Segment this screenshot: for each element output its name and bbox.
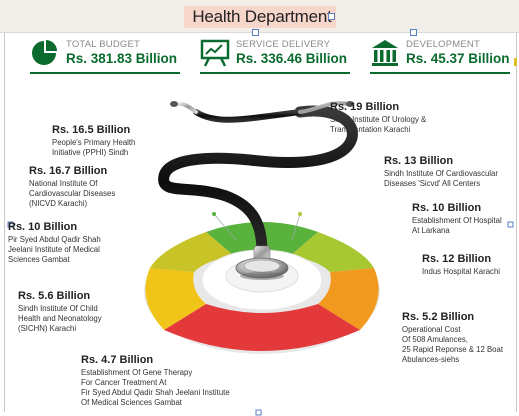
allocation-desc: People's Primary Health Initiative (PPHI… xyxy=(52,138,136,157)
allocation-indus: Rs. 12 Billion Indus Hospital Karachi xyxy=(422,253,514,277)
ring-segment-lime xyxy=(290,232,374,272)
allocation-urology: Rs. 19 Billion Sindh Institute Of Urolog… xyxy=(330,101,480,135)
allocation-amount: Rs. 19 Billion xyxy=(330,101,400,113)
kpi-underline xyxy=(30,72,180,74)
allocation-amount: Rs. 5.2 Billion xyxy=(402,311,475,323)
pie-chart-icon xyxy=(32,40,57,65)
allocation-amount: Rs. 16.7 Billion xyxy=(29,165,108,177)
allocation-amount: Rs. 12 Billion xyxy=(422,253,492,265)
allocation-amount: Rs. 10 Billion xyxy=(8,221,78,233)
ring-segment-orange xyxy=(318,268,379,330)
government-building-icon xyxy=(372,40,398,66)
allocation-amount: Rs. 5.6 Billion xyxy=(18,290,91,302)
allocation-amount: Rs. 13 Billion xyxy=(384,155,454,167)
allocation-amount: Rs. 16.5 Billion xyxy=(52,124,131,136)
resize-handle-icon[interactable] xyxy=(328,13,335,20)
kpi-value: Rs. 336.46 Billion xyxy=(236,51,348,66)
allocation-desc: Establishment Of Gene Therapy For Cancer… xyxy=(81,368,230,407)
ring-segment-red xyxy=(164,304,360,351)
kpi-label: DEVELOPMENT xyxy=(406,39,480,50)
page-title[interactable]: Health Department xyxy=(192,7,332,26)
resize-handle-icon[interactable] xyxy=(410,29,417,36)
page-frame xyxy=(4,4,517,412)
allocation-desc: Sindh Institute Of Child Health and Neon… xyxy=(18,304,102,333)
allocation-ambulances: Rs. 5.2 Billion Operational Cost Of 508 … xyxy=(402,311,516,365)
allocation-desc: Operational Cost Of 508 Amulances, 25 Ra… xyxy=(402,325,503,364)
allocation-hospital-larkana: Rs. 10 Billion Establishment Of Hospital… xyxy=(412,202,512,236)
allocation-desc: National Institute Of Cardiovascular Dis… xyxy=(29,179,116,208)
ring-segment-yellow-green xyxy=(150,232,234,272)
kpi-value: Rs. 381.83 Billion xyxy=(66,51,178,66)
allocation-pphi: Rs. 16.5 Billion People's Primary Health… xyxy=(52,124,182,158)
allocation-desc: Sindh Institute Of Urology & Transpantat… xyxy=(330,115,427,134)
allocation-nicvd: Rs. 16.7 Billion National Institute Of C… xyxy=(29,165,159,209)
kpi-underline xyxy=(370,72,510,74)
allocation-gene-therapy: Rs. 4.7 Billion Establishment Of Gene Th… xyxy=(81,354,281,408)
allocation-amount: Rs. 4.7 Billion xyxy=(81,354,154,366)
allocation-desc: Establishment Of Hospital At Larkana xyxy=(412,216,502,235)
allocation-amount: Rs. 10 Billion xyxy=(412,202,482,214)
kpi-label: TOTAL BUDGET xyxy=(66,39,141,50)
kpi-value: Rs. 45.37 Billion xyxy=(406,51,510,66)
allocation-desc: Pir Syed Abdul Qadir Shah Jeelani Instit… xyxy=(8,235,101,264)
allocation-desc: Sindh Institute Of Cardiovascular Diseas… xyxy=(384,169,498,188)
ring-segment-yellow xyxy=(145,268,206,330)
title-bar: Health Department xyxy=(0,0,519,36)
title-highlight xyxy=(184,6,336,28)
edge-mark xyxy=(514,58,517,66)
allocation-sichn: Rs. 5.6 Billion Sindh Institute Of Child… xyxy=(18,290,148,334)
allocation-cardio-sicvd: Rs. 13 Billion Sindh Institute Of Cardio… xyxy=(384,155,514,189)
allocation-desc: Indus Hospital Karachi xyxy=(422,267,501,276)
kpi-underline xyxy=(200,72,350,74)
resize-handle-icon[interactable] xyxy=(252,29,259,36)
presentation-board-icon xyxy=(200,39,230,67)
allocation-gambat: Rs. 10 Billion Pir Syed Abdul Qadir Shah… xyxy=(8,221,138,265)
kpi-label: SERVICE DELIVERY xyxy=(236,39,331,50)
